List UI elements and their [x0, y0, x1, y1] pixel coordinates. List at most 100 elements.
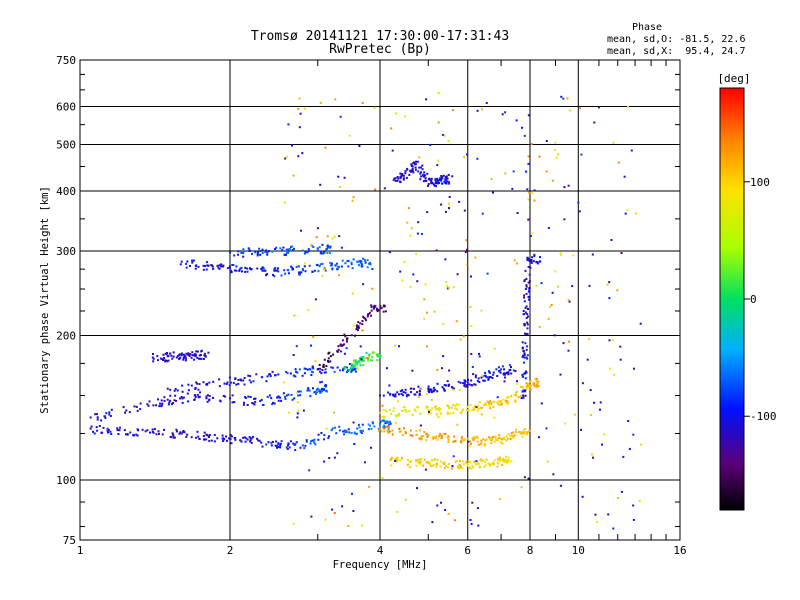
data-point: [443, 384, 446, 386]
data-point: [388, 430, 391, 433]
data-point: [427, 387, 430, 390]
data-point: [283, 253, 286, 256]
data-point: [248, 379, 251, 382]
data-point: [319, 391, 322, 394]
data-point: [469, 442, 472, 445]
data-point: [141, 428, 144, 431]
data-point: [423, 171, 426, 174]
data-point: [244, 440, 247, 443]
data-point: [624, 212, 627, 215]
data-point: [397, 400, 399, 403]
data-point: [551, 179, 554, 182]
data-point: [435, 405, 438, 408]
data-point: [303, 367, 306, 370]
data-point: [304, 250, 307, 253]
data-point: [331, 427, 334, 430]
data-point: [493, 416, 496, 419]
data-point: [178, 432, 181, 435]
data-point: [500, 368, 503, 371]
data-point: [401, 174, 404, 177]
data-point: [398, 414, 401, 417]
data-point: [284, 157, 287, 160]
data-point: [429, 388, 432, 391]
data-point: [486, 400, 489, 403]
data-point: [93, 432, 96, 435]
data-point: [233, 269, 236, 272]
data-point: [366, 315, 369, 318]
data-point: [405, 176, 408, 179]
data-point: [521, 374, 524, 377]
data-point: [521, 435, 524, 438]
data-point: [309, 395, 312, 398]
data-point: [276, 269, 278, 272]
data-point: [567, 349, 570, 352]
data-point: [408, 173, 411, 176]
data-point: [470, 523, 473, 525]
data-point: [379, 422, 381, 425]
data-point: [220, 265, 223, 268]
data-point: [442, 355, 445, 358]
data-point: [290, 246, 293, 248]
data-point: [402, 174, 405, 177]
data-point: [229, 269, 232, 272]
data-point: [241, 270, 243, 273]
data-point: [416, 232, 419, 235]
data-point: [266, 395, 269, 398]
data-point: [350, 371, 353, 373]
data-point: [198, 438, 201, 440]
data-point: [444, 176, 447, 179]
data-point: [421, 164, 424, 167]
data-point: [416, 160, 419, 163]
data-point: [301, 249, 304, 252]
data-point: [381, 477, 384, 479]
data-point: [206, 383, 209, 386]
data-point: [415, 429, 418, 432]
data-point: [525, 285, 528, 288]
data-point: [298, 97, 301, 100]
data-point: [470, 353, 473, 355]
data-point: [351, 199, 354, 202]
data-point: [499, 371, 502, 374]
data-point: [200, 350, 203, 353]
data-point: [221, 437, 224, 440]
data-point: [450, 406, 453, 409]
data-point: [607, 513, 610, 516]
data-point: [299, 446, 302, 449]
data-point: [356, 367, 359, 370]
data-point: [416, 280, 419, 283]
data-point: [385, 367, 388, 370]
data-point: [232, 264, 235, 266]
data-point: [404, 391, 407, 394]
data-point: [486, 272, 489, 275]
data-point: [326, 246, 329, 249]
data-point: [514, 399, 516, 402]
data-point: [384, 426, 387, 428]
data-point: [343, 333, 346, 336]
data-point: [443, 467, 446, 470]
data-point: [473, 460, 476, 463]
data-point: [371, 287, 374, 290]
data-point: [297, 155, 300, 158]
data-point: [371, 421, 374, 424]
data-point: [132, 434, 135, 437]
data-point: [136, 434, 139, 437]
data-point: [436, 181, 439, 184]
data-point: [476, 157, 479, 160]
data-point: [101, 431, 104, 434]
data-point: [304, 444, 307, 447]
data-point: [465, 461, 468, 464]
data-point: [538, 436, 540, 439]
data-point: [440, 179, 443, 182]
data-point: [265, 380, 268, 383]
data-point: [125, 409, 128, 412]
data-point: [430, 398, 433, 401]
data-point: [362, 359, 365, 362]
data-point: [513, 393, 516, 396]
data-point: [533, 255, 536, 257]
data-point: [638, 499, 641, 502]
data-point: [296, 401, 299, 404]
data-point: [466, 464, 469, 467]
data-point: [364, 259, 367, 262]
data-point: [538, 155, 541, 158]
data-point: [384, 422, 387, 424]
